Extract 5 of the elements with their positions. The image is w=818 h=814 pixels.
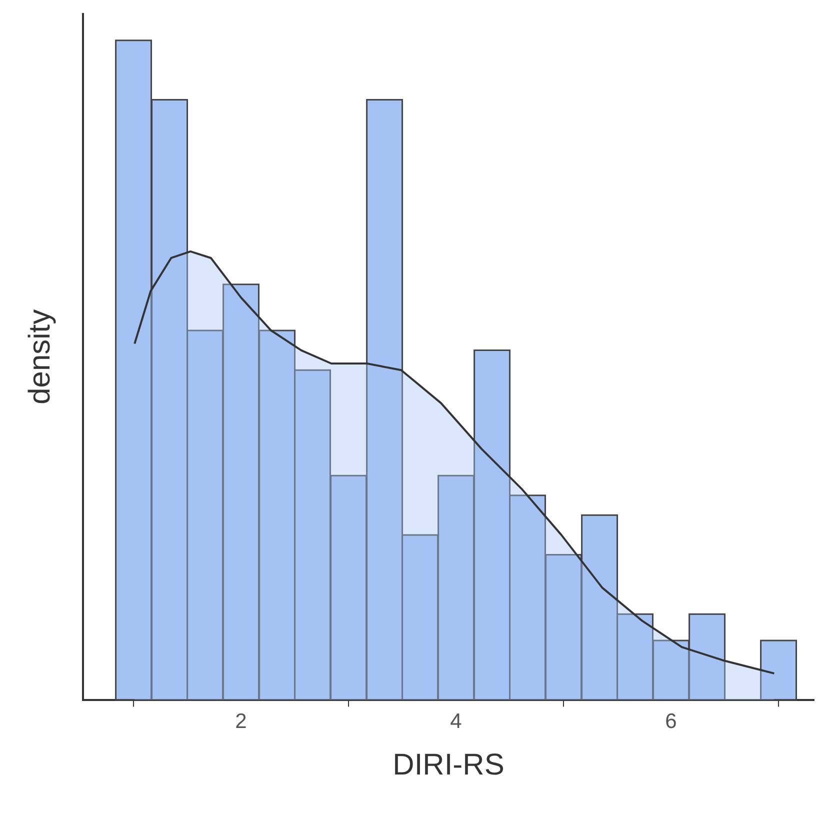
x-tick-label: 6 [665,710,677,734]
x-tick-label: 2 [235,710,247,734]
x-tick-label: 4 [450,710,462,734]
y-axis-title: density [23,309,56,404]
x-axis-title: DIRI-RS [392,748,504,782]
